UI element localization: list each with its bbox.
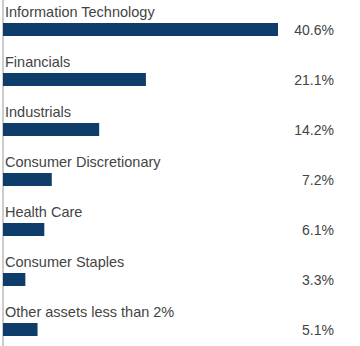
- bar: [3, 73, 146, 86]
- category-label: Consumer Discretionary: [5, 154, 161, 170]
- data-labels: 40.6% 21.1% 14.2% 7.2% 6.1% 3.3% 5.1%: [294, 22, 334, 338]
- data-label: 21.1%: [294, 72, 334, 88]
- category-label: Consumer Staples: [5, 254, 124, 270]
- bar: [3, 173, 52, 186]
- category-labels: Information Technology Financials Industri…: [5, 4, 174, 320]
- bar: [3, 323, 38, 336]
- chart: Information Technology Financials Industri…: [0, 0, 360, 346]
- data-label: 5.1%: [302, 322, 334, 338]
- bar: [3, 23, 278, 36]
- bars: [3, 23, 278, 336]
- data-label: 6.1%: [302, 222, 334, 238]
- bar: [3, 273, 25, 286]
- category-label: Health Care: [5, 204, 82, 220]
- category-label: Other assets less than 2%: [5, 304, 174, 320]
- bar: [3, 123, 99, 136]
- data-label: 40.6%: [294, 22, 334, 38]
- category-label: Financials: [5, 54, 70, 70]
- bar: [3, 223, 44, 236]
- data-label: 7.2%: [302, 172, 334, 188]
- data-label: 14.2%: [294, 122, 334, 138]
- data-label: 3.3%: [302, 272, 334, 288]
- category-label: Information Technology: [5, 4, 155, 20]
- category-label: Industrials: [5, 104, 71, 120]
